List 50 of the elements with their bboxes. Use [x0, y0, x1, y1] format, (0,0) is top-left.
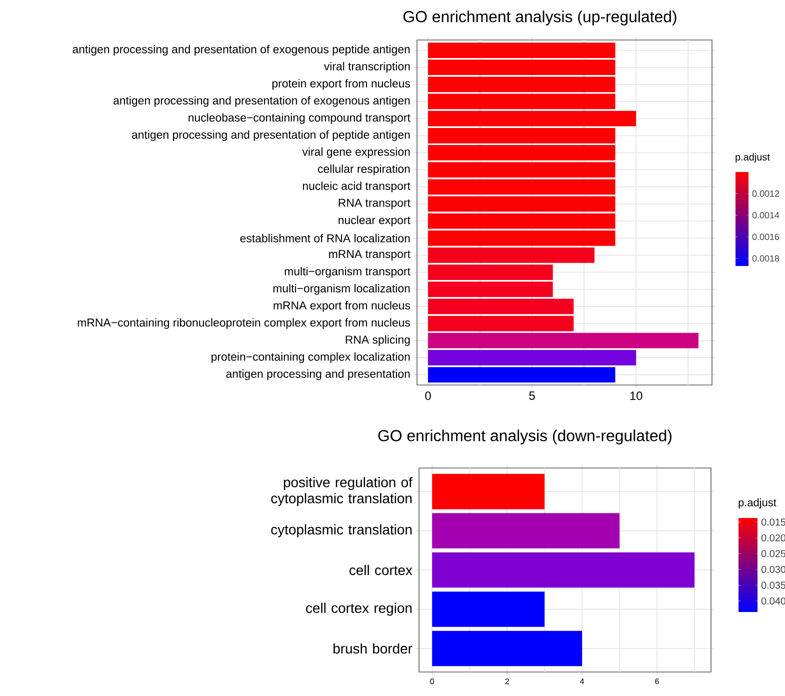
bar — [428, 298, 574, 314]
chart-title: GO enrichment analysis (up-regulated) — [403, 10, 676, 26]
bar — [432, 630, 582, 666]
y-tick-label: multi−organism transport — [284, 266, 410, 278]
y-tick-label: nuclear export — [338, 216, 410, 226]
y-tick-label: cell cortex region — [306, 602, 412, 616]
color-bar-label: 0.0018 — [752, 255, 780, 262]
bar — [428, 332, 698, 348]
x-tick-label: 0 — [425, 392, 431, 400]
bar — [428, 316, 574, 332]
bar — [428, 350, 636, 366]
color-bar-label: 0.0016 — [752, 234, 780, 240]
y-tick-label: mRNA−containing ribonucleoprotein complex export from nucleus — [78, 318, 410, 329]
y-tick-label: antigen processing and presentation of peptide antigen — [132, 130, 410, 141]
color-bar-label: 0.0012 — [752, 190, 779, 197]
y-tick-label: mRNA transport — [329, 250, 410, 260]
bar — [432, 592, 545, 627]
y-tick-label: antigen processing and presentation of exogenous antigen — [113, 96, 410, 107]
y-tick-label: cell cortex — [350, 564, 412, 576]
color-bar-label: 0.0014 — [752, 212, 780, 218]
bar — [432, 513, 620, 548]
x-tick-label: 10 — [630, 392, 642, 400]
y-tick-label: cellular respiration — [318, 164, 410, 176]
y-tick-label: viral transcription — [324, 62, 410, 73]
y-tick-label: nucleobase−containing compound transport — [188, 113, 410, 124]
bar — [428, 213, 616, 229]
bar — [432, 552, 695, 588]
y-tick-label: positive regulation of cytoplasmic translation — [271, 477, 412, 506]
x-tick-label: 5 — [529, 392, 535, 400]
y-tick-label: protein export from nucleus — [272, 79, 410, 90]
bar — [428, 367, 616, 382]
bar — [428, 196, 616, 212]
y-tick-label: viral gene expression — [302, 147, 410, 158]
color-bar-title: p.adjust — [736, 153, 770, 162]
y-tick-label: multi−organism localization — [273, 284, 410, 295]
y-tick-label: establishment of RNA localization — [240, 234, 410, 242]
chart-title: GO enrichment analysis (down-regulated) — [378, 430, 672, 444]
y-tick-label: brush border — [334, 643, 412, 654]
bar — [428, 230, 616, 246]
y-tick-label: mRNA export from nucleus — [274, 301, 410, 312]
bar — [428, 94, 616, 110]
y-tick-label: antigen processing and presentation — [226, 369, 410, 380]
y-tick-label: nucleic acid transport — [302, 182, 410, 192]
y-tick-label: RNA splicing — [346, 335, 410, 346]
color-bar-title: p.adjust — [738, 498, 776, 508]
y-tick-label: antigen processing and presentation of exogenous peptide antigen — [72, 44, 410, 56]
y-tick-label: cytoplasmic translation — [271, 524, 412, 538]
y-tick-label: protein−containing complex localization — [212, 352, 410, 364]
y-tick-label: RNA transport — [338, 198, 410, 210]
bar — [432, 474, 545, 510]
